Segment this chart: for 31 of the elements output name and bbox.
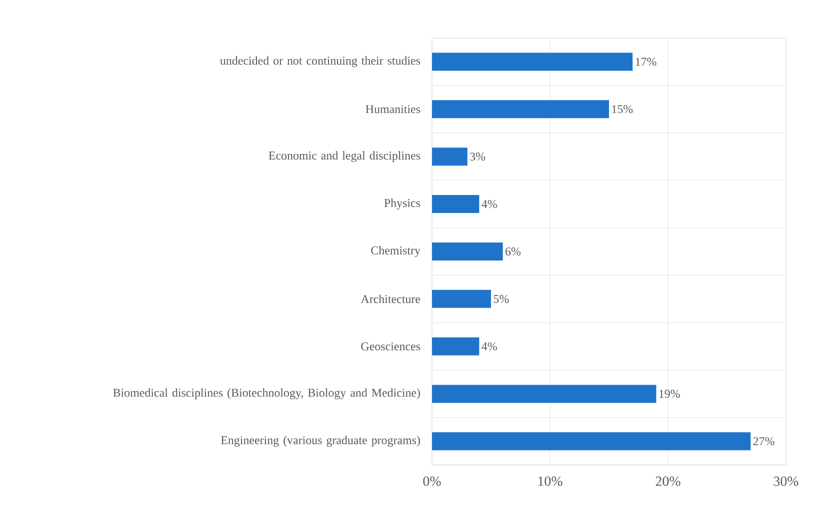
bar bbox=[432, 195, 480, 214]
y-tick-label: undecided or not continuing their studies bbox=[220, 56, 420, 68]
bar bbox=[432, 148, 468, 166]
data-label: 15% bbox=[612, 105, 633, 114]
y-tick-label: Engineering (various graduate programs) bbox=[220, 436, 420, 447]
bar bbox=[432, 337, 480, 356]
x-tick-label: 10% bbox=[538, 476, 562, 486]
y-tick-label: Chemistry bbox=[371, 246, 420, 257]
x-tick-label: 30% bbox=[774, 476, 798, 486]
bar bbox=[432, 432, 751, 450]
bar bbox=[432, 290, 492, 308]
bar bbox=[432, 242, 503, 260]
bar bbox=[432, 384, 656, 403]
data-label: 4% bbox=[482, 342, 497, 350]
x-tick-label: 0% bbox=[423, 476, 441, 486]
data-label: 19% bbox=[659, 390, 680, 398]
bar bbox=[432, 100, 610, 118]
y-tick-label: Economic and legal disciplines bbox=[268, 151, 420, 162]
y-tick-label: Humanities bbox=[366, 105, 420, 114]
data-label: 4% bbox=[482, 200, 497, 208]
data-label: 17% bbox=[636, 58, 656, 66]
data-label: 6% bbox=[506, 247, 521, 256]
y-tick-label: Biomedical disciplines (Biotechnology, Biology and Medicine) bbox=[113, 388, 420, 400]
bar bbox=[432, 52, 633, 71]
y-tick-label: Physics bbox=[384, 198, 420, 210]
data-label: 27% bbox=[753, 437, 774, 446]
x-tick-label: 20% bbox=[656, 476, 680, 486]
data-label: 5% bbox=[494, 294, 509, 303]
data-label: 3% bbox=[470, 152, 486, 161]
y-tick-label: Geosciences bbox=[361, 342, 420, 350]
y-tick-label: Architecture bbox=[360, 294, 420, 304]
